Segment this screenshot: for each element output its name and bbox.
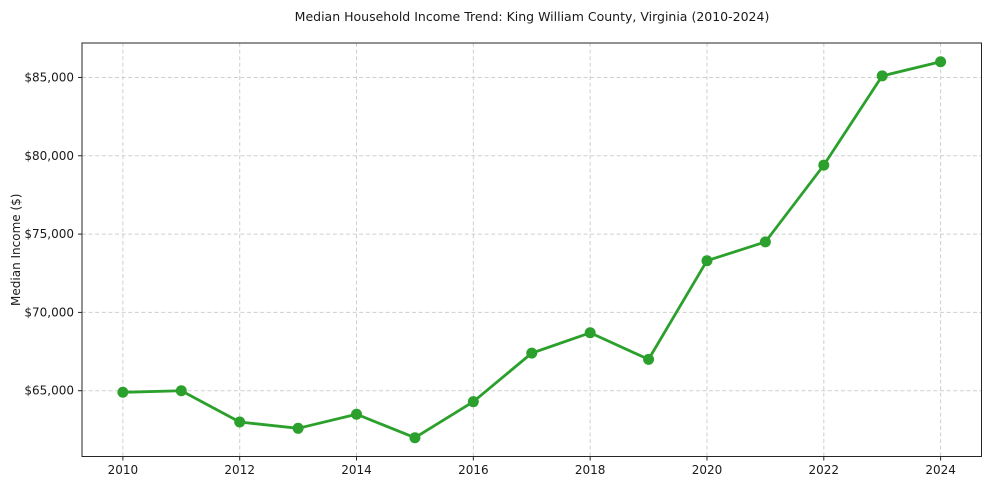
x-tick-label: 2014 — [341, 463, 372, 477]
y-tick-label: $85,000 — [24, 70, 74, 84]
data-series-layer — [117, 56, 947, 444]
data-point-2012 — [234, 416, 246, 428]
y-tick-label: $65,000 — [24, 384, 74, 398]
x-tick-label: 2012 — [224, 463, 255, 477]
income-trend-line — [121, 60, 943, 440]
x-tick-label: 2018 — [575, 463, 606, 477]
x-tick-label: 2010 — [108, 463, 139, 477]
y-axis-label: Median Income ($) — [9, 194, 23, 306]
x-tick-label: 2016 — [458, 463, 489, 477]
data-point-2020 — [701, 255, 713, 267]
data-point-2010 — [117, 386, 129, 398]
plot-border — [81, 42, 982, 457]
grid-layer — [82, 43, 982, 457]
y-tick-label: $75,000 — [24, 227, 74, 241]
data-point-2014 — [351, 408, 363, 420]
data-point-2024 — [935, 56, 947, 68]
data-point-2023 — [876, 70, 888, 82]
x-tick-label: 2022 — [809, 463, 840, 477]
data-point-2018 — [584, 327, 596, 339]
data-point-2016 — [467, 396, 479, 408]
data-point-2019 — [643, 353, 655, 365]
y-tick-label: $80,000 — [24, 149, 74, 163]
chart-title: Median Household Income Trend: King Will… — [295, 9, 770, 24]
data-point-2015 — [409, 432, 421, 444]
x-tick-label: 2020 — [692, 463, 723, 477]
data-point-2013 — [292, 422, 304, 434]
data-point-2011 — [175, 385, 187, 397]
data-point-2021 — [759, 236, 771, 248]
data-point-2022 — [818, 159, 830, 171]
data-point-2017 — [526, 347, 538, 359]
y-tick-label: $70,000 — [24, 305, 74, 319]
axis-layer: 2010 2012 2014 2016 2018 2020 2022 2024 $65,000 $… — [24, 42, 982, 477]
x-tick-label: 2024 — [925, 463, 956, 477]
